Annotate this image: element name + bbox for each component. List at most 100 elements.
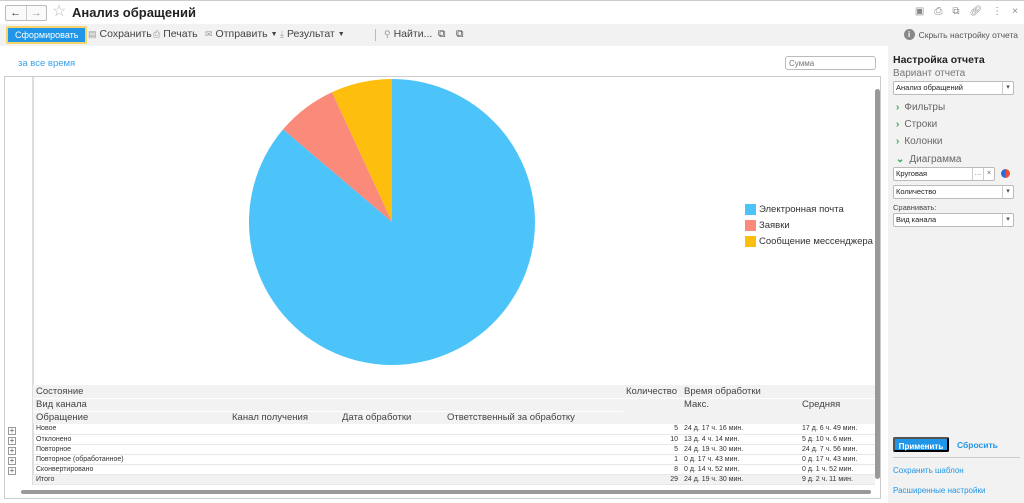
total-max: 24 д. 19 ч. 30 мин.: [681, 474, 799, 485]
chart-value-select[interactable]: Количество ▾: [893, 185, 1014, 199]
row-max: 0 д. 14 ч. 52 мин.: [681, 464, 799, 475]
expand-icon[interactable]: +: [8, 446, 16, 455]
row-count: 5: [623, 424, 681, 435]
save-icon[interactable]: ▣: [914, 6, 925, 17]
chevron-down-icon: ▾: [1002, 214, 1013, 226]
section-label: Колонки: [904, 136, 943, 147]
pie-slice: [249, 79, 535, 365]
table-row[interactable]: Повторное (обработанное) 1 0 д. 17 ч. 43 м…: [33, 454, 875, 465]
header-max: Макс.: [681, 398, 799, 424]
expand-icon[interactable]: +: [8, 456, 16, 465]
row-max: 24 д. 17 ч. 16 мин.: [681, 424, 799, 435]
page-title: Анализ обращений: [72, 5, 196, 20]
horizontal-scrollbar[interactable]: [21, 490, 871, 494]
header-count-span: [623, 398, 681, 424]
expand-icon[interactable]: +: [8, 436, 16, 445]
favorite-star-icon[interactable]: ☆: [52, 3, 67, 20]
header-channel: Канал получения: [229, 411, 339, 424]
section-label: Диаграмма: [909, 154, 962, 165]
download-icon: ⤓: [280, 28, 284, 39]
print-icon[interactable]: ⎙: [934, 6, 943, 17]
generate-button[interactable]: Сформировать: [6, 26, 88, 44]
section-filters[interactable]: › Фильтры: [896, 102, 945, 113]
legend-swatch: [745, 203, 756, 215]
section-chart[interactable]: ⌄ Диаграмма: [896, 154, 961, 165]
print-button[interactable]: ⎙ Печать: [153, 28, 198, 40]
link-icon[interactable]: 🔗︎: [969, 6, 983, 17]
preview-icon[interactable]: ⧉: [952, 6, 960, 17]
settings-panel: Настройка отчета Вариант отчета Анализ о…: [888, 46, 1024, 503]
header-avg: Средняя: [799, 398, 875, 424]
row-max: 24 д. 19 ч. 30 мин.: [681, 444, 799, 455]
chevron-down-icon: ▾: [1002, 186, 1013, 198]
header-date: Дата обработки: [339, 411, 444, 424]
expand-icon[interactable]: +: [8, 466, 16, 475]
hide-settings-label: Скрыть настройку отчета: [918, 29, 1018, 40]
section-rows[interactable]: › Строки: [896, 119, 937, 130]
header-state: Состояние: [33, 385, 623, 399]
section-columns[interactable]: › Колонки: [896, 136, 943, 147]
grouping-column: [32, 77, 34, 485]
copy-icon[interactable]: ⧉: [438, 28, 446, 40]
variant-value: Анализ обращений: [896, 83, 963, 92]
row-avg: 0 д. 17 ч. 43 мин.: [799, 454, 875, 465]
print-icon: ⎙: [153, 28, 161, 39]
close-icon[interactable]: ×: [1012, 6, 1018, 17]
row-avg: 5 д. 10 ч. 6 мин.: [799, 434, 875, 445]
paste-icon[interactable]: ⧉: [456, 28, 464, 40]
row-avg: 24 д. 7 ч. 56 мин.: [799, 444, 875, 455]
print-label: Печать: [163, 28, 198, 40]
expand-icon[interactable]: +: [8, 426, 16, 435]
table-row[interactable]: Новое 5 24 д. 17 ч. 16 мин. 17 д. 6 ч. 49 м…: [33, 424, 875, 435]
chevron-right-icon: ›: [896, 136, 900, 147]
ellipsis-icon[interactable]: …: [972, 168, 983, 180]
legend-swatch: [745, 219, 756, 231]
row-name: Новое: [33, 424, 623, 435]
save-label: Сохранить: [99, 28, 152, 40]
find-label: Найти...: [393, 28, 433, 40]
legend-label: Сообщение мессенджера: [759, 235, 873, 247]
back-icon[interactable]: ←: [10, 7, 22, 19]
chevron-right-icon: ›: [896, 102, 900, 113]
header-time: Время обработки: [681, 385, 875, 399]
header-request: Обращение: [33, 411, 229, 424]
pie-slice: [331, 79, 392, 222]
vertical-scrollbar[interactable]: [875, 89, 880, 479]
table-row[interactable]: Сконвертировано 8 0 д. 14 ч. 52 мин. 0 д. 1…: [33, 464, 875, 475]
nav-buttons: ← →: [5, 5, 47, 21]
section-label: Фильтры: [904, 102, 946, 113]
reset-button[interactable]: Сбросить: [957, 440, 998, 450]
find-button[interactable]: ⚲ Найти...: [384, 28, 432, 40]
hide-settings-button[interactable]: i Скрыть настройку отчета: [903, 29, 1018, 40]
clear-icon[interactable]: ×: [983, 168, 994, 180]
send-button[interactable]: ✉ Отправить ▼: [205, 28, 278, 40]
save-template-link[interactable]: Сохранить шаблон: [893, 466, 964, 475]
toolbar-divider: [375, 29, 376, 41]
compare-select[interactable]: Вид канала ▾: [893, 213, 1014, 227]
header-count: Количество: [623, 385, 681, 399]
chart-type-field[interactable]: Круговая … ×: [893, 167, 995, 181]
total-count: 29: [623, 474, 681, 485]
chart-legend: Электронная почта Заявки Сообщение мессе…: [745, 201, 873, 249]
chart-palette-icon[interactable]: [1001, 169, 1010, 178]
window-icons: ▣ ⎙ ⧉ 🔗︎ ⋮ ×: [915, 6, 1018, 17]
more-icon[interactable]: ⋮: [992, 6, 1003, 17]
apply-button[interactable]: Применить: [893, 437, 949, 452]
legend-item: Заявки: [745, 217, 873, 233]
report-table: Состояние Количество Время обработки Вид…: [33, 385, 875, 485]
row-count: 10: [623, 434, 681, 445]
table-row[interactable]: Повторное 5 24 д. 19 ч. 30 мин. 24 д. 7 ч. …: [33, 444, 875, 455]
variant-label: Вариант отчета: [893, 68, 966, 79]
row-count: 8: [623, 464, 681, 475]
chart-value: Количество: [896, 187, 937, 196]
result-button[interactable]: ⤓ Результат ▼: [280, 28, 345, 40]
forward-icon[interactable]: →: [25, 6, 47, 20]
table-row[interactable]: Отклонено 10 13 д. 4 ч. 14 мин. 5 д. 10 ч. …: [33, 434, 875, 445]
info-icon: i: [903, 29, 915, 40]
legend-label: Заявки: [759, 219, 790, 231]
period-link[interactable]: за все время: [18, 58, 76, 69]
sum-field[interactable]: [785, 56, 876, 70]
advanced-settings-link[interactable]: Расширенные настройки: [893, 486, 986, 495]
variant-select[interactable]: Анализ обращений ▾: [893, 81, 1014, 95]
save-button[interactable]: ▤ Сохранить: [88, 28, 152, 40]
